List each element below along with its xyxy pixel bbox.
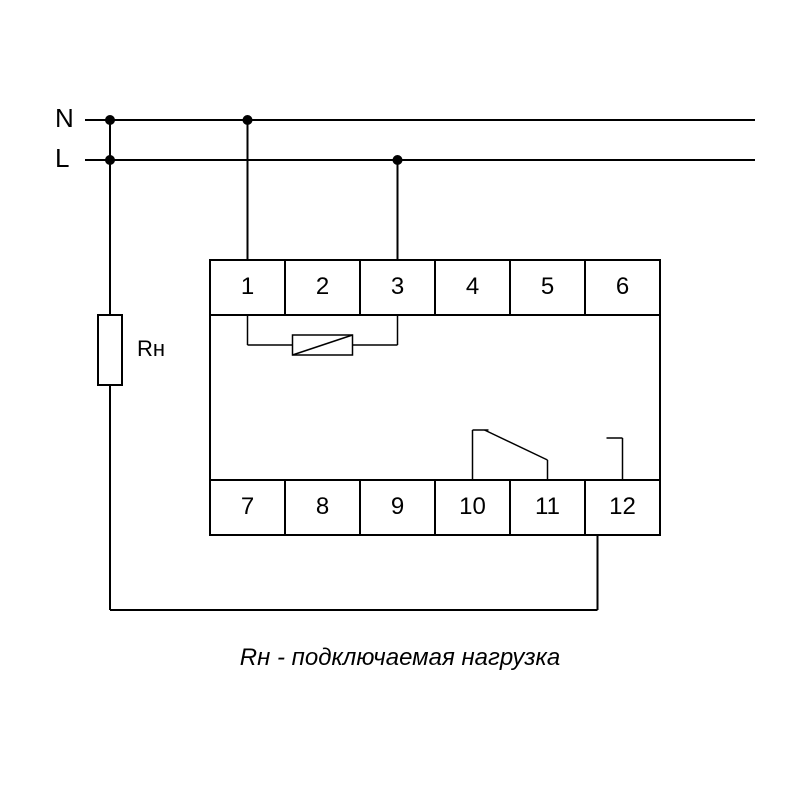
contact-arm xyxy=(485,430,548,460)
terminal-7: 7 xyxy=(241,493,254,520)
coil-slash xyxy=(293,335,353,355)
terminal-6: 6 xyxy=(616,273,629,300)
load-label: Rн xyxy=(137,336,165,361)
node-n-1 xyxy=(243,115,253,125)
terminal-11: 11 xyxy=(535,493,560,520)
terminal-9: 9 xyxy=(391,493,404,520)
rail-l-label: L xyxy=(55,143,69,173)
terminal-5: 5 xyxy=(541,273,554,300)
caption: Rн - подключаемая нагрузка xyxy=(240,644,560,671)
terminal-2: 2 xyxy=(316,273,329,300)
terminal-12: 12 xyxy=(609,493,636,520)
node-l-3 xyxy=(393,155,403,165)
terminal-1: 1 xyxy=(241,273,254,300)
terminal-3: 3 xyxy=(391,273,404,300)
rail-n-label: N xyxy=(55,103,74,133)
load-resistor xyxy=(98,315,122,385)
terminal-4: 4 xyxy=(466,273,479,300)
terminal-10: 10 xyxy=(459,493,486,520)
terminal-8: 8 xyxy=(316,493,329,520)
